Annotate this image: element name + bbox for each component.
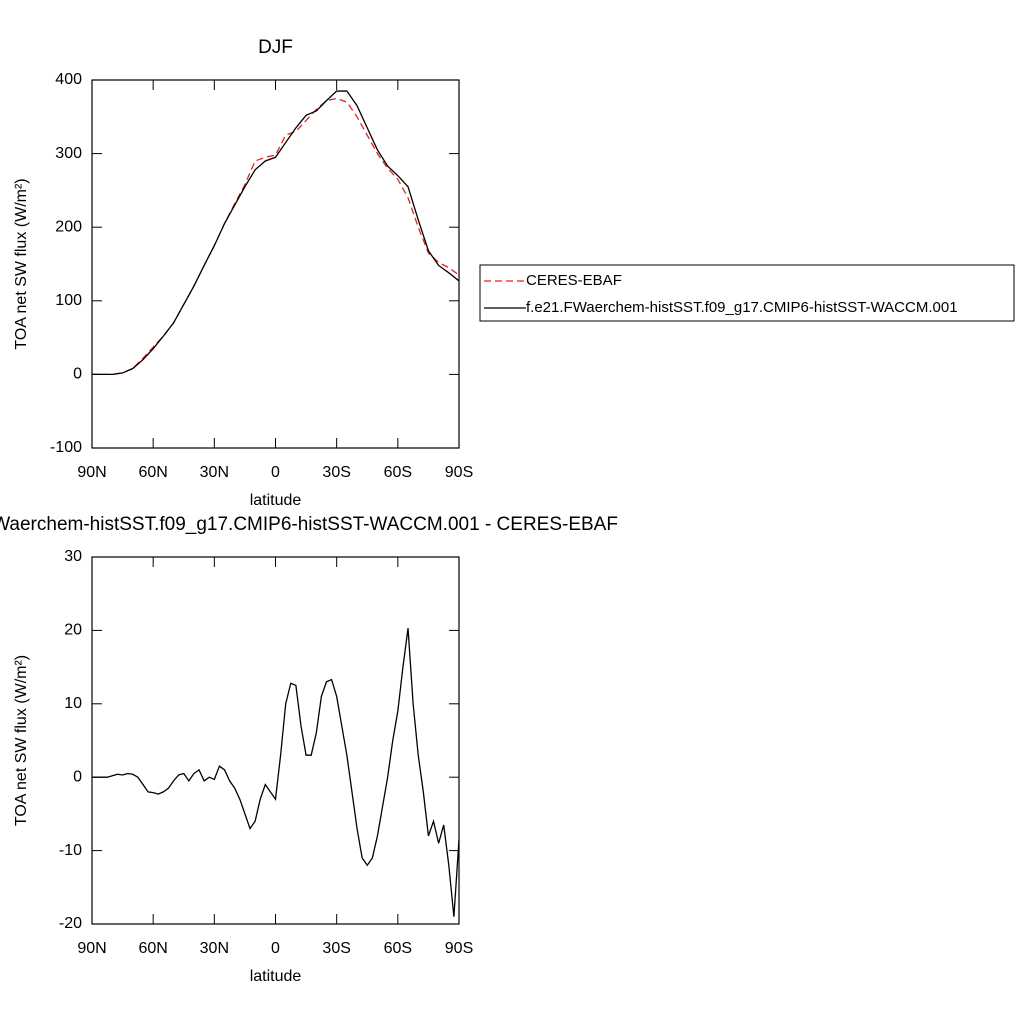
x-tick-label: 30S xyxy=(322,940,350,957)
x-tick-label: 60S xyxy=(384,940,412,957)
x-axis-label: latitude xyxy=(250,492,302,509)
x-axis-label: latitude xyxy=(250,968,302,985)
y-tick-label: -20 xyxy=(59,915,82,932)
y-tick-label: 200 xyxy=(55,218,82,235)
legend-box xyxy=(479,264,1015,322)
y-tick-label: 400 xyxy=(55,71,82,88)
x-tick-label: 30N xyxy=(200,940,229,957)
y-tick-label: 0 xyxy=(73,768,82,785)
chart-title: DJF xyxy=(258,37,293,58)
plot-frame xyxy=(91,556,460,925)
y-tick-label: 20 xyxy=(64,622,82,639)
y-tick-label: 100 xyxy=(55,292,82,309)
legend-label: CERES-EBAF xyxy=(526,272,622,289)
x-tick-label: 60N xyxy=(138,464,167,481)
y-axis-label: TOA net SW flux (W/m²) xyxy=(13,178,30,349)
plot-frame xyxy=(91,79,460,449)
x-tick-label: 90S xyxy=(445,464,473,481)
y-tick-label: 10 xyxy=(64,695,82,712)
data-line xyxy=(92,628,460,917)
y-tick-label: -10 xyxy=(59,842,82,859)
y-tick-label: 30 xyxy=(64,548,82,565)
x-tick-label: 0 xyxy=(271,940,280,957)
chart-title: f.e21.FWaerchem-histSST.f09_g17.CMIP6-hi… xyxy=(0,514,618,535)
x-tick-label: 0 xyxy=(271,464,280,481)
x-tick-label: 60N xyxy=(138,940,167,957)
x-tick-label: 90N xyxy=(77,940,106,957)
x-tick-label: 30N xyxy=(200,464,229,481)
x-tick-label: 60S xyxy=(384,464,412,481)
legend-label: f.e21.FWaerchem-histSST.f09_g17.CMIP6-hi… xyxy=(526,299,958,316)
y-tick-label: 0 xyxy=(73,366,82,383)
data-line xyxy=(92,90,460,376)
x-tick-label: 90S xyxy=(445,940,473,957)
y-tick-label: 300 xyxy=(55,145,82,162)
y-axis-label: TOA net SW flux (W/m²) xyxy=(13,655,30,826)
y-tick-label: -100 xyxy=(50,439,82,456)
data-line xyxy=(92,97,460,376)
x-tick-label: 90N xyxy=(77,464,106,481)
x-tick-label: 30S xyxy=(322,464,350,481)
